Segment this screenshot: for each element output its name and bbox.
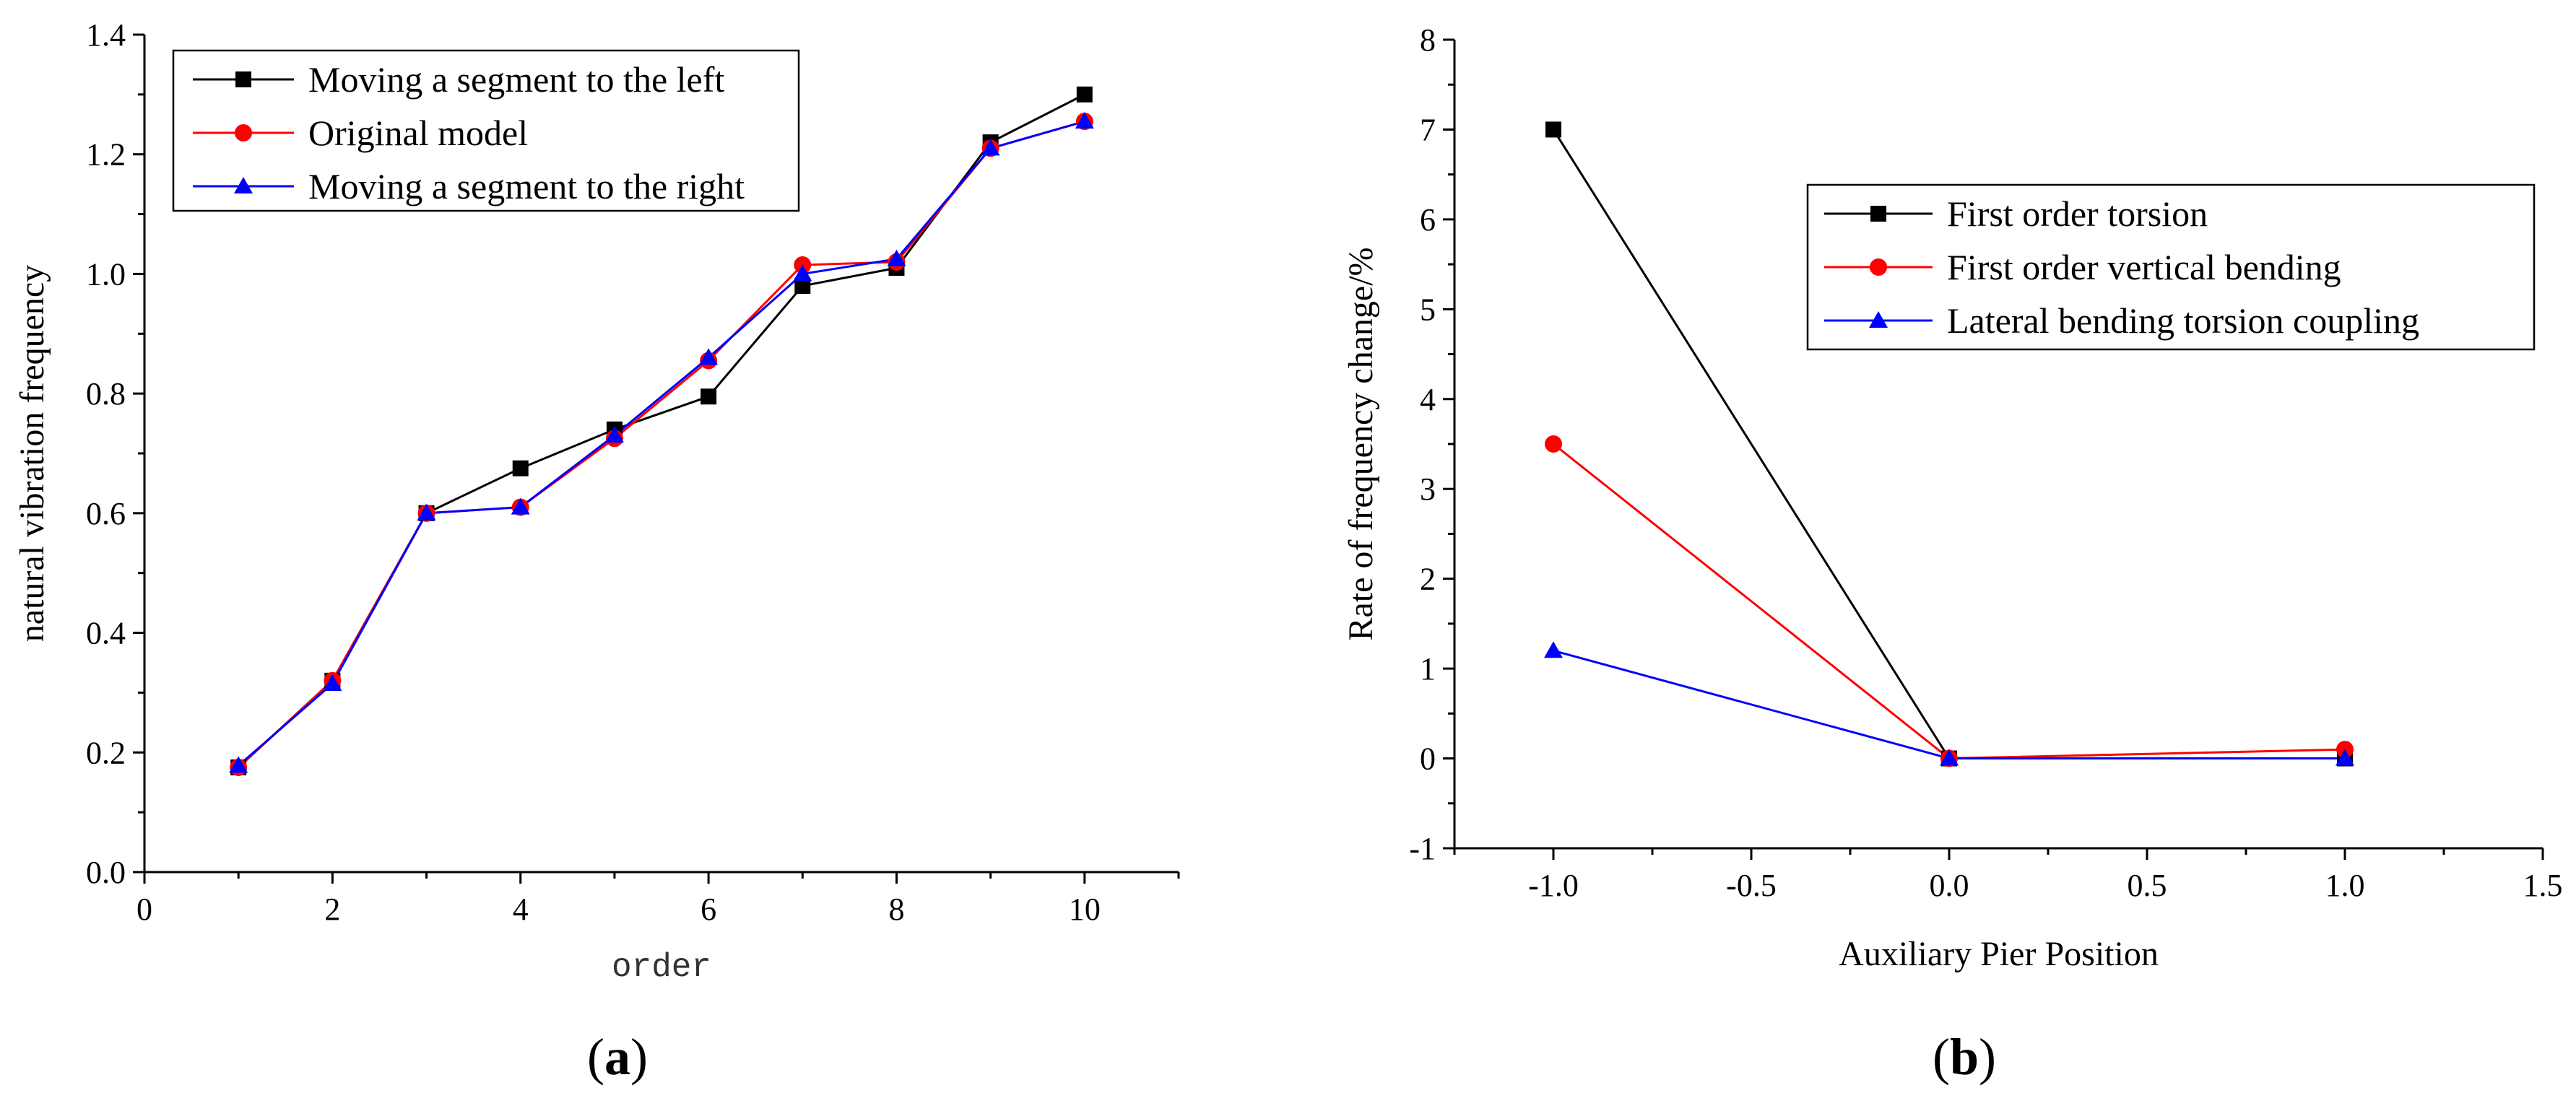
series-line-3: [238, 120, 1085, 767]
data-point-3-9: [981, 139, 1000, 156]
data-point-1-10: [1076, 86, 1093, 103]
legend: Moving a segment to the left Original mod…: [172, 49, 800, 212]
legend-marker-3: [1869, 311, 1888, 328]
y-tick-label: 4: [1420, 382, 1436, 417]
chart-panel-b: -1.0 -0.5 0.0 0.5 1.0 1.5 -1 0 1 2 3 4 5 6 7 8 Auxiliary…: [1342, 22, 2563, 1086]
y-tick-label: 0.4: [86, 616, 126, 651]
x-tick-label: -0.5: [1726, 868, 1777, 903]
y-tick-label: 1.2: [86, 137, 126, 173]
y-tick-label: 1.0: [86, 256, 126, 292]
chart-panel-a: 0 2 4 6 8 10 0.0 0.2 0.4 0.6 0.8 1.0 1.2 1.4 order natu…: [13, 17, 1180, 1086]
y-tick-label: 0.8: [86, 376, 126, 411]
data-point-3-10: [1075, 112, 1094, 129]
series-line-2: [238, 120, 1085, 769]
x-tick-label: 0.0: [1930, 868, 1969, 903]
data-point-3-1: [1544, 641, 1563, 658]
y-tick-label: 8: [1420, 22, 1436, 58]
legend-label-2: First order vertical bending: [1947, 247, 2341, 287]
x-tick-label: 1.5: [2523, 868, 2563, 903]
data-point-3-7: [793, 264, 812, 282]
legend-box: [172, 49, 800, 212]
y-tick-label: 1: [1420, 651, 1436, 687]
y-tick-label: 0.0: [86, 855, 126, 890]
y-tick-label: 0.2: [86, 735, 126, 770]
y-tick-label: 3: [1420, 471, 1436, 507]
x-tick-label: 4: [513, 892, 529, 927]
y-tick-label: 5: [1420, 292, 1436, 327]
data-point-1-4: [512, 460, 529, 476]
y-axis-title: natural vibration frequency: [13, 265, 51, 642]
x-tick-label: 0.5: [2128, 868, 2167, 903]
y-tick-label: 2: [1420, 562, 1436, 597]
legend-marker-2: [235, 124, 252, 141]
series-line-2: [1553, 443, 2346, 760]
x-tick-label: 0: [136, 892, 152, 927]
x-axis-title: order: [612, 949, 711, 986]
data-point-3-2: [1940, 749, 1959, 766]
data-point-2-1: [1545, 435, 1562, 453]
y-tick-label: -1: [1409, 831, 1436, 866]
x-tick-label: 1.0: [2325, 868, 2365, 903]
panel-label-b: (b): [1933, 1028, 1996, 1086]
legend: First order torsion First order vertical …: [1806, 183, 2536, 351]
legend-label-1: First order torsion: [1947, 193, 2208, 234]
y-tick-label: 6: [1420, 202, 1436, 238]
legend-label-3: Moving a segment to the right: [308, 166, 745, 206]
data-point-1-6: [701, 388, 717, 405]
panel-label-a: (a): [587, 1028, 648, 1086]
data-point-3-3: [417, 503, 436, 521]
data-point-3-6: [699, 348, 719, 365]
legend-marker-1: [235, 71, 251, 87]
data-point-3-3: [2336, 749, 2354, 766]
data-point-3-8: [887, 249, 906, 266]
data-point-3-4: [511, 497, 530, 515]
x-tick-label: 6: [701, 892, 716, 927]
x-tick-label: -1.0: [1528, 868, 1579, 903]
x-axis-title: Auxiliary Pier Position: [1839, 935, 2159, 973]
data-point-1-1: [1545, 121, 1561, 138]
legend-label-1: Moving a segment to the left: [308, 59, 724, 100]
series-line-3: [1553, 649, 2345, 760]
x-tick-label: 8: [888, 892, 904, 927]
legend-marker-2: [1870, 258, 1887, 276]
data-point-3-5: [604, 426, 624, 443]
x-tick-label: 2: [324, 892, 340, 927]
data-point-3-1: [229, 756, 248, 773]
legend-marker-1: [1870, 206, 1886, 222]
y-axis-title: Rate of frequency change/%: [1342, 247, 1380, 640]
legend-label-3: Lateral bending torsion coupling: [1947, 300, 2419, 341]
x-tick-label: 10: [1069, 892, 1101, 927]
y-tick-label: 0: [1420, 741, 1436, 777]
y-tick-label: 7: [1420, 112, 1436, 147]
y-tick-label: 1.4: [86, 17, 126, 53]
data-point-3-2: [323, 674, 342, 691]
legend-marker-3: [234, 177, 253, 193]
y-tick-label: 0.6: [86, 496, 126, 531]
data-point-1-7: [794, 278, 811, 294]
legend-label-2: Original model: [308, 113, 528, 153]
